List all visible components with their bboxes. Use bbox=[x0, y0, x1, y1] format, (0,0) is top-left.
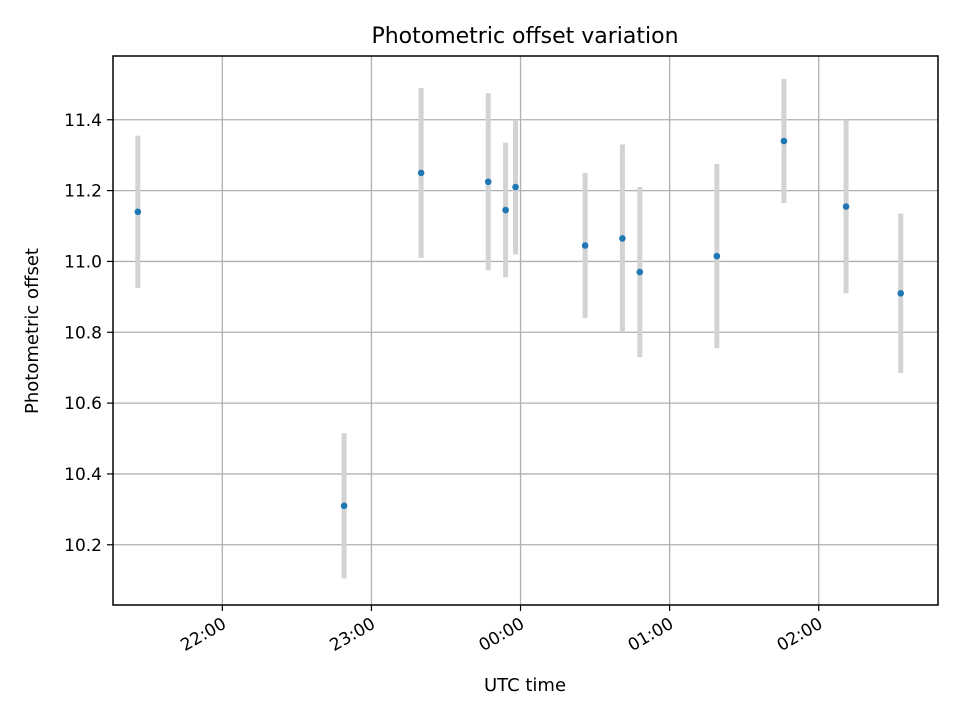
data-point bbox=[581, 242, 589, 249]
data-point bbox=[417, 169, 425, 177]
data-point bbox=[897, 290, 905, 297]
y-tick-label: 10.6 bbox=[64, 394, 102, 414]
data-point bbox=[619, 235, 626, 242]
y-tick-label: 10.2 bbox=[64, 536, 102, 556]
data-point bbox=[484, 178, 492, 186]
data-point bbox=[780, 137, 788, 145]
data-point bbox=[134, 208, 142, 216]
grid-lines bbox=[113, 56, 938, 605]
chart-title: Photometric offset variation bbox=[371, 24, 678, 49]
y-tick-label: 11.4 bbox=[64, 111, 102, 131]
data-points bbox=[134, 137, 905, 510]
y-tick-label: 11.0 bbox=[64, 252, 102, 272]
data-point bbox=[502, 206, 509, 214]
data-point bbox=[512, 183, 519, 191]
y-tick-label: 11.2 bbox=[64, 182, 102, 202]
y-axis-label: Photometric offset bbox=[22, 248, 43, 414]
y-tick-label: 10.8 bbox=[64, 323, 102, 343]
data-point bbox=[842, 203, 850, 210]
data-point bbox=[713, 252, 721, 260]
plot-frame bbox=[112, 55, 939, 606]
y-tick-label: 10.4 bbox=[64, 465, 102, 485]
data-point bbox=[340, 502, 348, 510]
data-point bbox=[636, 268, 644, 276]
x-axis-label: UTC time bbox=[484, 675, 566, 696]
